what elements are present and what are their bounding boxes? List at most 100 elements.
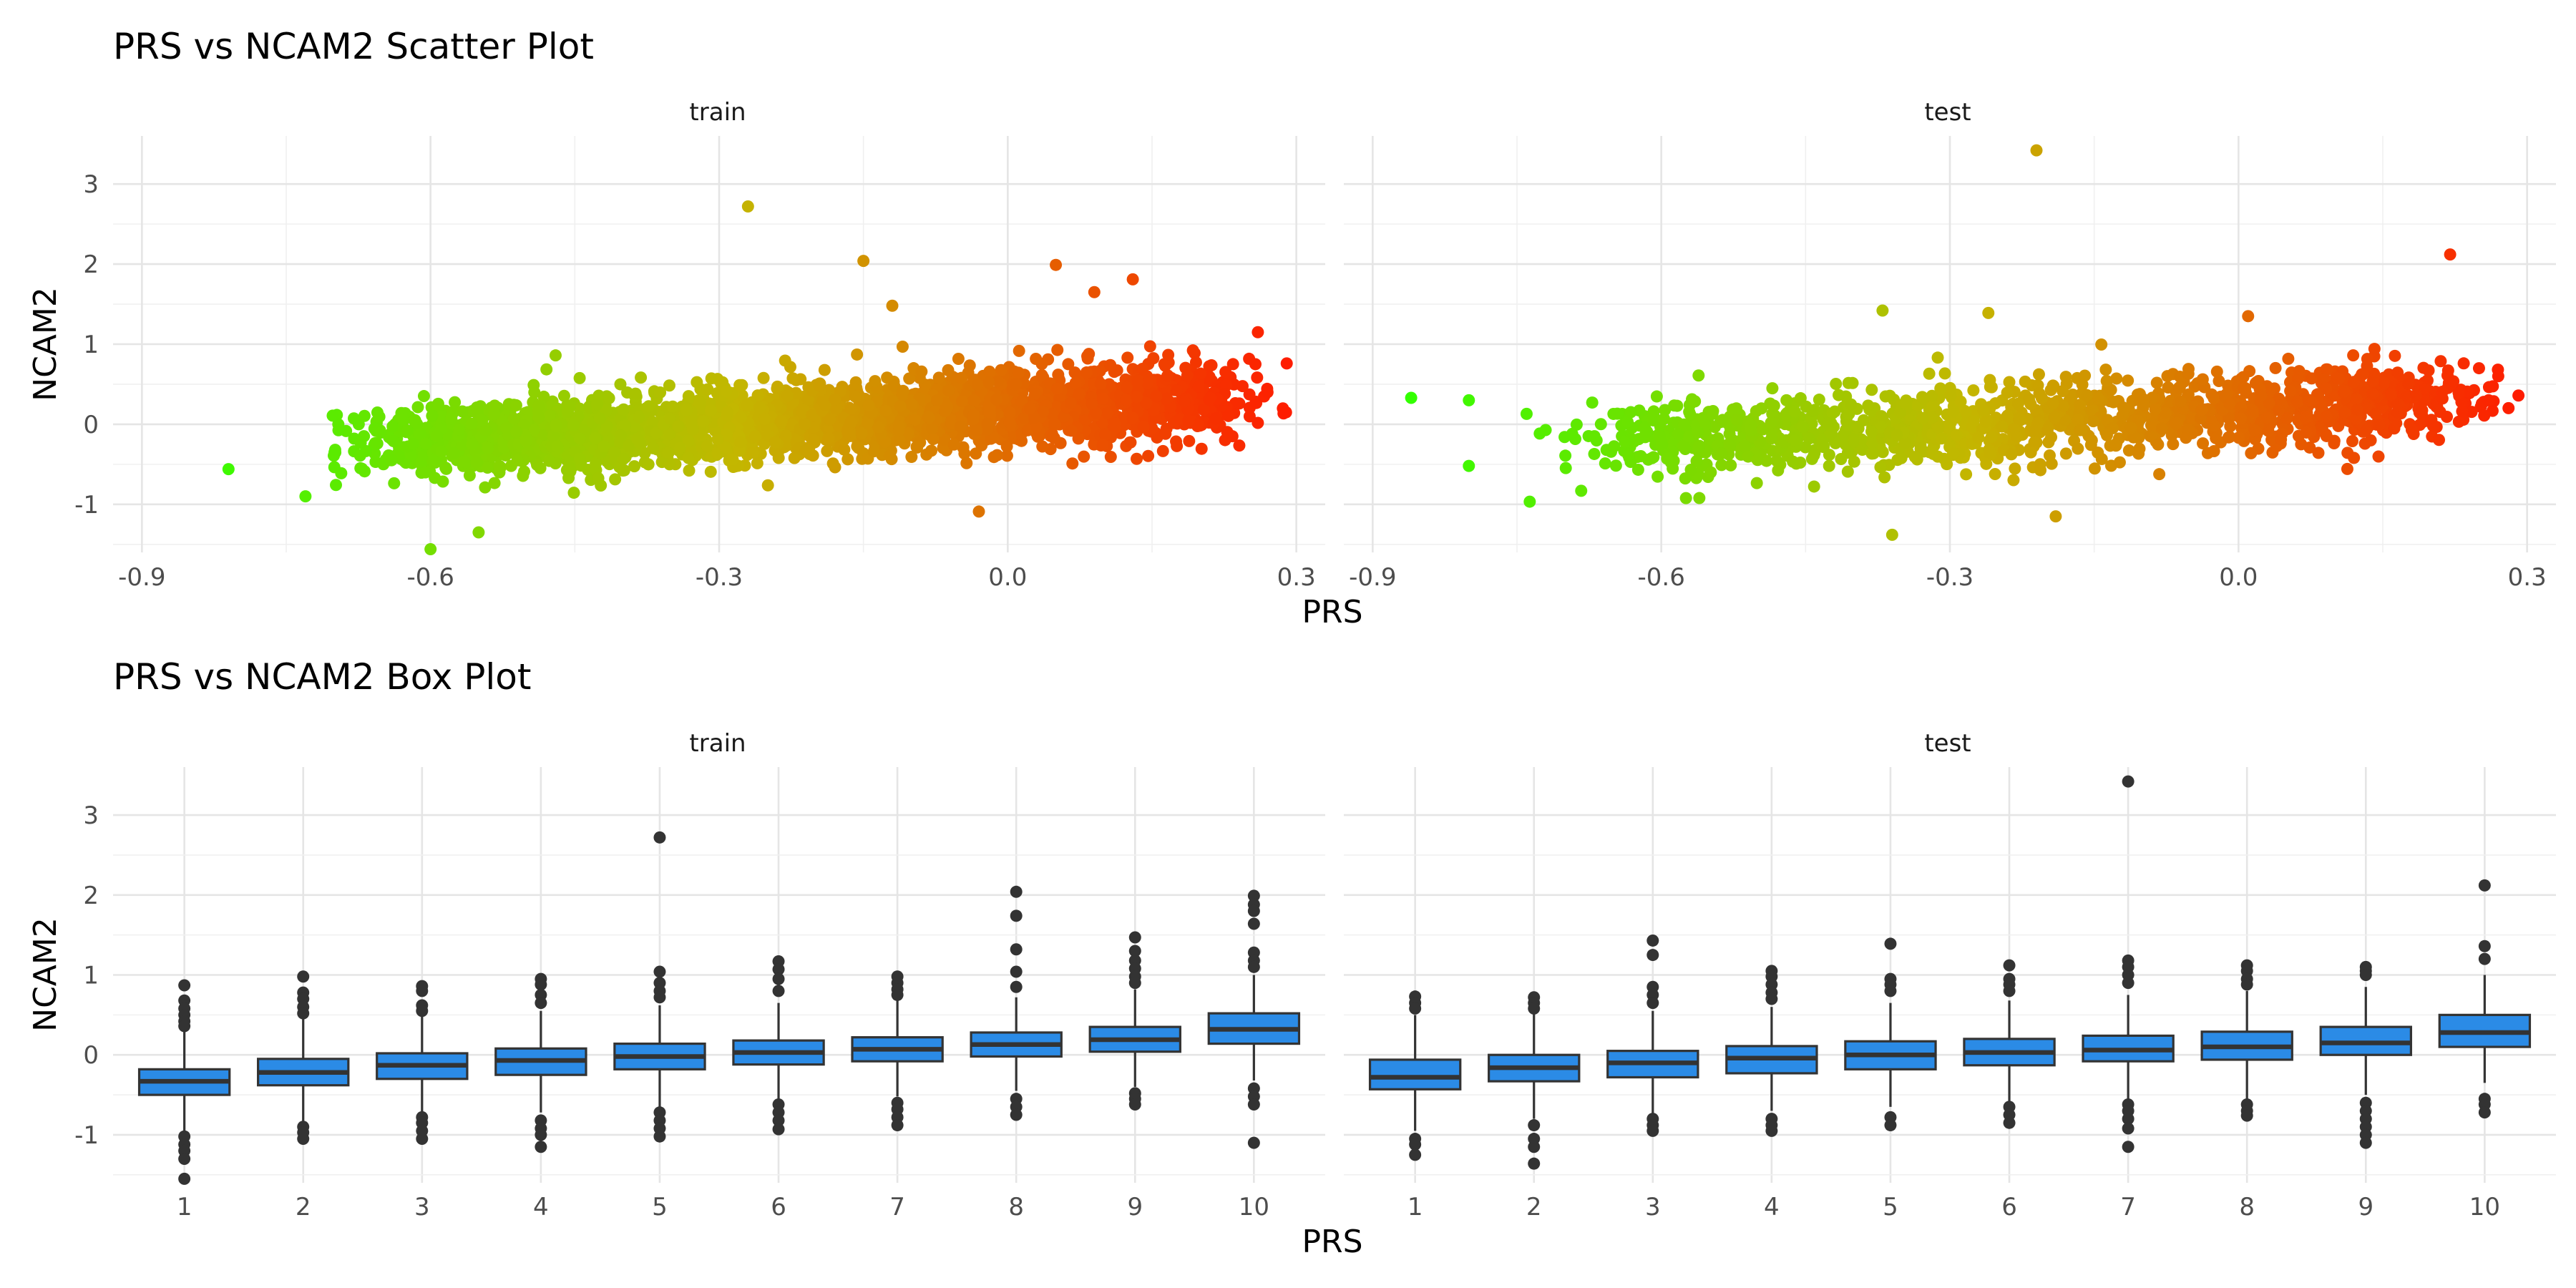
scatter-point — [1876, 304, 1889, 317]
box-outlier-point — [297, 1133, 310, 1146]
scatter-point — [2223, 397, 2236, 410]
scatter-point — [2132, 447, 2145, 460]
scatter-point — [453, 423, 466, 436]
scatter-point — [1760, 454, 1773, 467]
scatter-point — [1197, 404, 1210, 416]
scatter-point — [1096, 439, 1109, 452]
scatter-point — [2452, 415, 2465, 428]
scatter-point — [867, 445, 880, 458]
scatter-point — [2137, 393, 2150, 406]
scatter-point — [509, 399, 522, 411]
scatter-point — [781, 389, 794, 402]
scatter-point — [772, 452, 785, 464]
scatter-point — [1219, 366, 1232, 379]
scatter-point — [1226, 358, 1239, 371]
scatter-point — [397, 413, 410, 426]
scatter-point — [849, 390, 862, 403]
scatter-point — [2072, 414, 2084, 426]
box-outlier-point — [178, 1152, 191, 1165]
scatter-point — [463, 469, 476, 482]
scatter-point — [326, 409, 339, 422]
scatter-point — [2369, 407, 2382, 420]
scatter-point — [2100, 429, 2113, 441]
scatter-point — [1073, 387, 1085, 400]
box-outlier-point — [1128, 1098, 1141, 1111]
scatter-point — [1692, 369, 1705, 382]
scatter-point — [701, 439, 713, 452]
scatter-point — [1150, 390, 1163, 403]
scatter-point — [1830, 378, 1843, 391]
scatter-point — [2207, 445, 2220, 458]
scatter-point — [663, 412, 676, 425]
scatter-point — [419, 437, 432, 450]
scatter-point — [2072, 442, 2084, 455]
scatter-point — [2174, 395, 2187, 408]
scatter-plot-title: PRS vs NCAM2 Scatter Plot — [113, 26, 594, 67]
scatter-point — [1117, 411, 1130, 424]
scatter-point — [666, 400, 679, 413]
scatter-point — [693, 396, 706, 409]
scatter-point — [1243, 410, 1256, 423]
scatter-point — [2373, 419, 2386, 431]
scatter-point — [573, 452, 586, 465]
scatter-point — [1195, 442, 1208, 455]
scatter-point — [1058, 410, 1070, 423]
scatter-point — [733, 379, 746, 391]
scatter-point — [734, 436, 747, 449]
scatter-point — [990, 393, 1003, 406]
scatter-point — [1668, 399, 1681, 412]
scatter-x-tick-label: -0.3 — [696, 563, 743, 592]
box-outlier-point — [1128, 931, 1141, 944]
scatter-point — [328, 461, 341, 474]
box-outlier-point — [1247, 1098, 1260, 1111]
scatter-point — [925, 444, 938, 457]
scatter-point — [2207, 419, 2220, 432]
scatter-point — [2107, 396, 2119, 409]
scatter-point — [532, 400, 545, 413]
scatter-point — [672, 420, 685, 433]
box-x-tick-label: 2 — [1526, 1193, 1542, 1221]
scatter-point — [2350, 412, 2363, 425]
scatter-point — [436, 475, 449, 488]
box-outlier-point — [416, 1133, 429, 1146]
box-outlier-point — [1646, 997, 1659, 1010]
scatter-point — [682, 434, 695, 447]
scatter-x-tick-labels: -0.9 -0.6 -0.3 0.0 0.3 -0.9 -0.6 -0.3 0.0 0.3 — [118, 563, 2547, 592]
box-x-tick-label: 3 — [414, 1193, 430, 1221]
scatter-point — [1012, 366, 1025, 379]
scatter-point — [1908, 451, 1921, 464]
scatter-point — [2045, 457, 2058, 470]
scatter-point — [1667, 462, 1679, 475]
scatter-point — [2320, 429, 2333, 442]
scatter-point — [894, 400, 907, 413]
scatter-x-tick-label: -0.9 — [118, 563, 165, 592]
box-train-7 — [851, 970, 944, 1132]
scatter-point — [1751, 454, 1764, 467]
scatter-point — [1885, 528, 1898, 541]
scatter-point — [431, 397, 444, 410]
scatter-point — [1000, 449, 1013, 462]
scatter-point — [2011, 397, 2024, 410]
box-outlier-point — [772, 1114, 785, 1127]
box-outlier-point — [1765, 1124, 1778, 1137]
scatter-point — [1845, 398, 1858, 411]
scatter-point — [1842, 419, 1855, 432]
scatter-point — [1161, 392, 1174, 405]
scatter-point — [2346, 435, 2358, 448]
scatter-point — [424, 543, 437, 556]
scatter-y-tick-label: 1 — [83, 331, 99, 359]
scatter-point — [1233, 439, 1246, 452]
scatter-point — [614, 378, 627, 391]
scatter-point — [2351, 403, 2363, 416]
box-outlier-point — [1010, 980, 1023, 993]
scatter-point — [982, 376, 995, 389]
scatter-point — [1078, 450, 1091, 463]
scatter-point — [942, 364, 955, 376]
box-outlier-point — [178, 1172, 191, 1185]
scatter-point — [2391, 397, 2404, 410]
scatter-point — [1252, 416, 1264, 429]
box-test-2 — [1488, 991, 1581, 1170]
scatter-point — [465, 417, 478, 430]
box-outlier-point — [891, 1119, 904, 1132]
